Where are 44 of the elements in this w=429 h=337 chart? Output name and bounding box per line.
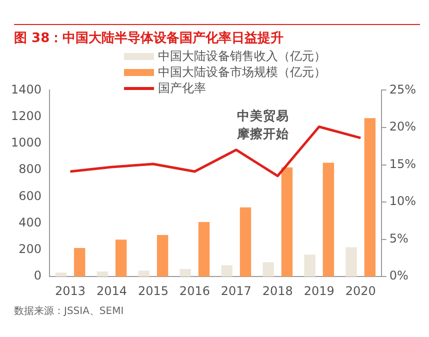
- bar: [180, 269, 191, 277]
- y2-tick-label: 15%: [389, 156, 416, 171]
- x-tick-label: 2020: [345, 284, 376, 298]
- x-tick-label: 2015: [138, 284, 168, 298]
- y-tick-label: 400: [18, 215, 42, 230]
- bar: [138, 270, 150, 277]
- bar: [115, 240, 127, 277]
- legend-label: 中国大陆设备市场规模（亿元）: [158, 64, 326, 80]
- y-tick-label: 200: [18, 242, 42, 256]
- x-tick-label: 2016: [179, 284, 210, 298]
- x-tick-label: 2018: [262, 284, 293, 298]
- y2-tick-label: 0%: [389, 268, 408, 283]
- y-tick-label: 600: [18, 188, 42, 203]
- y2-tick-label: 10%: [389, 194, 416, 208]
- bar: [96, 272, 108, 277]
- annotation: 中美贸易摩擦开始: [237, 107, 290, 143]
- bar: [55, 272, 67, 277]
- y-tick-label: 1400: [10, 82, 42, 96]
- bar: [281, 167, 293, 277]
- x-tick-label: 2017: [220, 284, 252, 298]
- bar: [198, 222, 210, 277]
- bar: [74, 248, 86, 277]
- y2-tick-label: 20%: [389, 120, 416, 134]
- y-tick-label: 800: [18, 162, 42, 176]
- legend-label: 国产化率: [158, 80, 206, 96]
- y-tick-label: 1200: [10, 108, 42, 123]
- y-tick-label: 1000: [10, 136, 42, 150]
- x-tick-label: 2014: [96, 284, 128, 298]
- bar: [221, 265, 232, 277]
- bar: [262, 262, 274, 277]
- y2-tick-label: 25%: [389, 82, 416, 96]
- x-tick-label: 2013: [55, 284, 86, 298]
- legend-label: 中国大陆设备销售收入（亿元）: [158, 48, 326, 64]
- bar: [364, 118, 376, 277]
- y2-tick-label: 5%: [389, 231, 408, 246]
- x-tick-label: 2019: [304, 284, 334, 298]
- source-note: 数据来源：JSSIA、SEMI: [14, 304, 124, 318]
- chart-title: 图 38：中国大陆半导体设备国产化率日益提升: [14, 24, 420, 47]
- bar: [346, 247, 357, 277]
- bar: [156, 235, 168, 277]
- bar: [240, 207, 252, 277]
- y-tick-label: 0: [34, 268, 42, 283]
- bar: [304, 254, 316, 277]
- bar: [322, 162, 334, 277]
